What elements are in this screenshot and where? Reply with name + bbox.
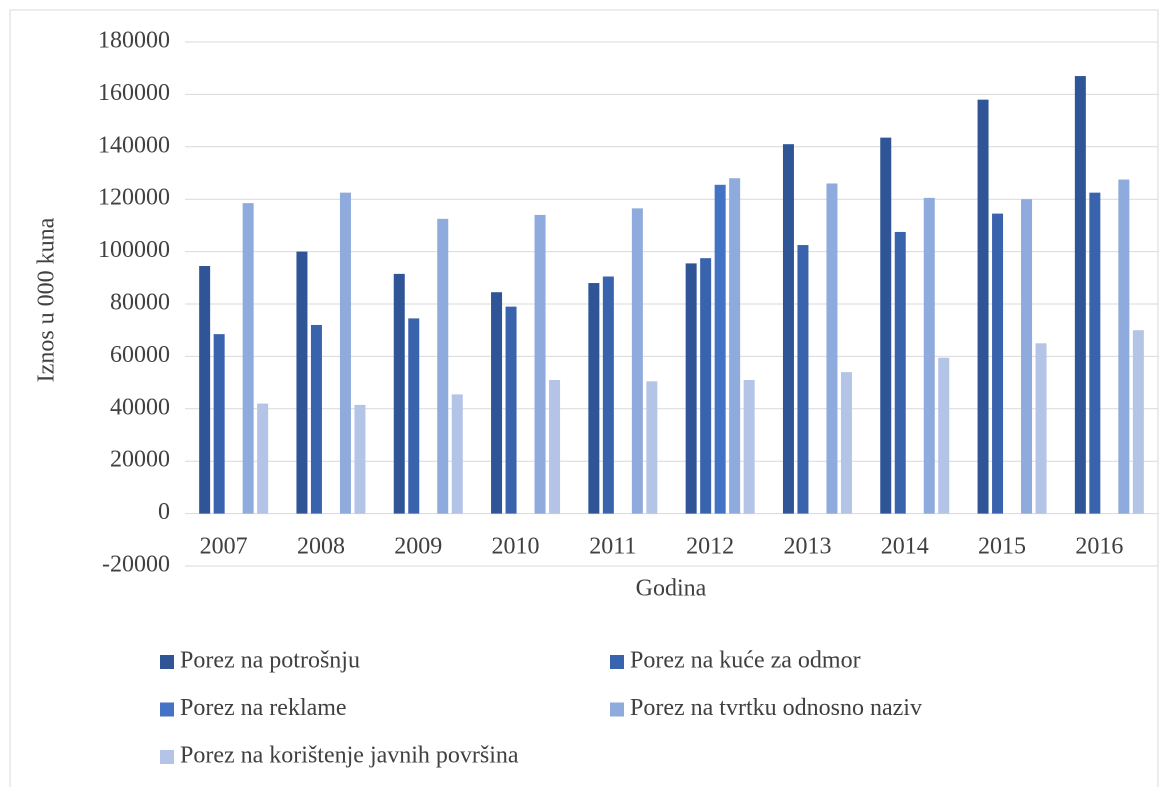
bar	[923, 197, 935, 514]
bar	[588, 283, 600, 514]
bar	[242, 203, 254, 514]
bar	[549, 379, 561, 514]
bar	[451, 394, 463, 514]
bar	[1118, 179, 1130, 514]
y-tick-label: 0	[158, 499, 170, 525]
bar	[714, 184, 726, 514]
bar	[1074, 76, 1086, 514]
bar	[782, 144, 794, 514]
bar	[977, 99, 989, 514]
bar	[992, 213, 1004, 514]
legend-label: Porez na reklame	[180, 695, 347, 721]
bar	[505, 306, 517, 514]
legend-swatch	[610, 655, 624, 669]
bar	[393, 273, 405, 514]
x-tick-label: 2007	[200, 534, 248, 560]
bar	[938, 357, 950, 514]
bar	[1021, 199, 1033, 514]
bar	[199, 266, 211, 514]
bar	[894, 231, 906, 514]
y-tick-label: 180000	[98, 28, 170, 54]
bar	[631, 208, 643, 514]
y-tick-label: 160000	[98, 80, 170, 106]
legend-swatch	[160, 750, 174, 764]
bar	[729, 178, 741, 514]
bar	[840, 372, 852, 514]
bar	[437, 218, 449, 514]
x-tick-label: 2009	[394, 534, 442, 560]
bar	[534, 214, 546, 514]
legend-swatch	[160, 702, 174, 717]
x-tick-label: 2008	[297, 534, 345, 560]
y-tick-label: 40000	[110, 394, 170, 420]
legend-label: Porez na korištenje javnih površina	[180, 743, 519, 769]
bar	[213, 334, 225, 514]
legend-label: Porez na tvrtku odnosno naziv	[630, 695, 922, 721]
bar	[685, 263, 697, 514]
x-tick-label: 2011	[589, 534, 636, 560]
x-tick-label: 2014	[881, 534, 929, 560]
bar	[1035, 343, 1047, 514]
legend-swatch	[160, 655, 174, 669]
bar	[339, 192, 351, 514]
y-tick-label: 100000	[98, 237, 170, 263]
y-tick-label: -20000	[102, 552, 170, 578]
y-tick-label: 80000	[110, 290, 170, 316]
bar	[700, 258, 712, 514]
bar	[296, 251, 308, 514]
bar	[602, 276, 614, 514]
bar	[646, 381, 658, 514]
bar	[257, 403, 269, 514]
bar	[1132, 330, 1144, 514]
bar	[408, 318, 420, 514]
y-tick-label: 60000	[110, 342, 170, 368]
bar	[491, 292, 503, 514]
bar	[797, 245, 809, 514]
bar	[310, 324, 322, 514]
legend-label: Porez na kuće za odmor	[630, 648, 861, 674]
x-tick-label: 2015	[978, 534, 1026, 560]
x-tick-label: 2010	[492, 534, 540, 560]
y-axis-title: Iznos u 000 kuna	[34, 217, 60, 382]
legend-swatch	[610, 702, 624, 717]
y-tick-label: 140000	[98, 132, 170, 158]
y-tick-label: 120000	[98, 185, 170, 211]
x-axis-title: Godina	[636, 576, 707, 602]
chart-frame	[9, 9, 1159, 787]
legend-label: Porez na potrošnju	[180, 648, 360, 674]
x-tick-label: 2013	[783, 534, 831, 560]
bar	[880, 137, 892, 514]
x-tick-label: 2012	[686, 534, 734, 560]
y-tick-label: 20000	[110, 447, 170, 473]
bar	[354, 404, 366, 514]
bar	[1089, 192, 1101, 514]
bar	[826, 183, 838, 514]
x-tick-label: 2016	[1075, 534, 1123, 560]
bar	[743, 379, 755, 514]
